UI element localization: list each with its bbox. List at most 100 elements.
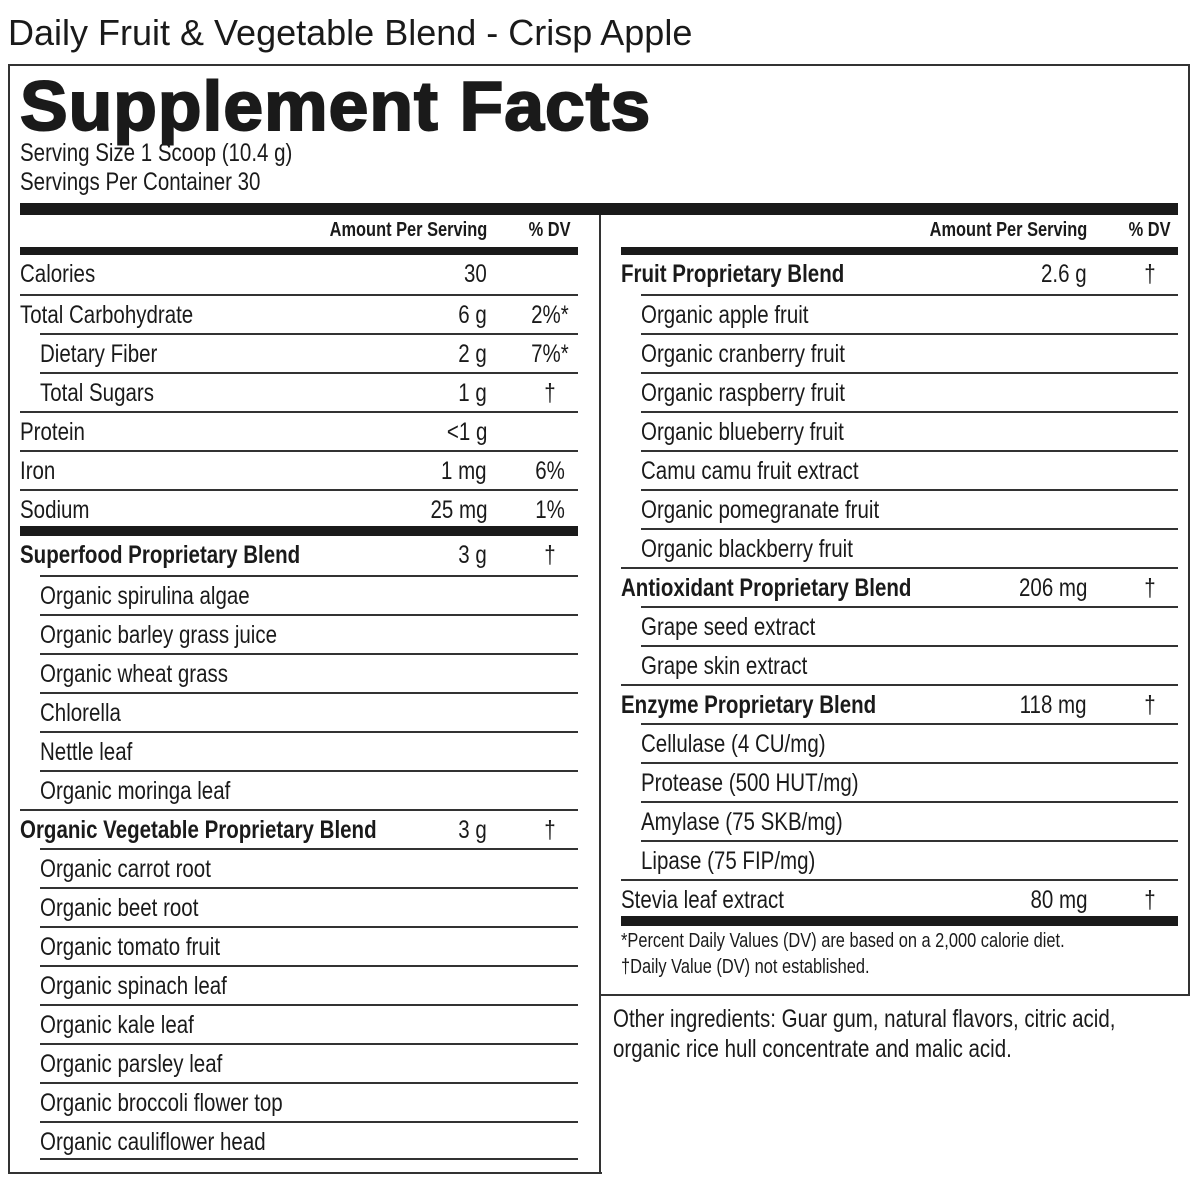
ingredient-name: Organic tomato fruit (40, 933, 221, 961)
fact-row: Organic spirulina algae (40, 575, 578, 614)
amount-value: 3 g (458, 541, 487, 569)
fact-row: Organic cranberry fruit (641, 333, 1178, 372)
dv-value: † (544, 379, 556, 407)
ingredient-name: Organic broccoli flower top (40, 1089, 283, 1117)
ingredient-name: Fruit Proprietary Blend (621, 260, 845, 288)
ingredient-name: Chlorella (40, 699, 121, 727)
fact-row: Nettle leaf (40, 731, 578, 770)
fact-row: Organic carrot root (40, 848, 578, 887)
ingredient-name: Enzyme Proprietary Blend (621, 691, 877, 719)
dv-value: † (544, 816, 556, 844)
column-header: Amount Per Serving % DV (20, 217, 578, 247)
ingredient-name: Organic blueberry fruit (641, 418, 844, 446)
label-border-left (8, 64, 10, 1174)
amount-value: 25 mg (430, 496, 487, 524)
ingredient-name: Organic apple fruit (641, 301, 809, 329)
fact-row: Camu camu fruit extract (641, 450, 1178, 489)
ingredient-name: Organic kale leaf (40, 1011, 194, 1039)
dv-header: % DV (1129, 219, 1171, 241)
ingredient-name: Protease (500 HUT/mg) (641, 769, 859, 797)
dv-value: † (1144, 260, 1156, 288)
amount-value: 118 mg (1020, 691, 1087, 719)
ingredient-name: Protein (20, 418, 85, 446)
amount-header: Amount Per Serving (329, 219, 487, 241)
ingredient-name: Organic moringa leaf (40, 777, 231, 805)
ingredient-name: Calories (20, 260, 96, 288)
fact-row: Antioxidant Proprietary Blend 206 mg † (621, 567, 1178, 606)
fact-row: Organic broccoli flower top (40, 1082, 578, 1121)
amount-value: 6 g (458, 301, 487, 329)
thick-divider (621, 247, 1178, 255)
amount-value: 30 (464, 260, 487, 288)
ingredient-name: Cellulase (4 CU/mg) (641, 730, 826, 758)
ingredient-name: Organic parsley leaf (40, 1050, 223, 1078)
dv-value: † (1144, 574, 1156, 602)
other-ingredients-line: Other ingredients: Guar gum, natural fla… (613, 1005, 1116, 1033)
thick-divider (621, 916, 1178, 926)
fact-row: Organic barley grass juice (40, 614, 578, 653)
fact-row: Organic spinach leaf (40, 965, 578, 1004)
serving-size: Serving Size 1 Scoop (10.4 g) (20, 139, 293, 167)
dv-value: 7%* (531, 340, 569, 368)
ingredient-name: Antioxidant Proprietary Blend (621, 574, 912, 602)
column-divider (599, 215, 601, 1174)
fact-row: Superfood Proprietary Blend 3 g † (20, 536, 578, 575)
ingredient-name: Dietary Fiber (40, 340, 158, 368)
right-section-border (599, 994, 1190, 996)
column-header: Amount Per Serving % DV (621, 217, 1178, 247)
fact-row: Total Carbohydrate 6 g 2%* (20, 294, 578, 333)
fact-row: Organic blackberry fruit (641, 528, 1178, 567)
fact-row: Grape skin extract (641, 645, 1178, 684)
ingredient-name: Grape skin extract (641, 652, 808, 680)
dv-value (522, 260, 578, 289)
dv-value: 6% (535, 457, 565, 485)
fact-row: Cellulase (4 CU/mg) (641, 723, 1178, 762)
ingredient-name: Nettle leaf (40, 738, 133, 766)
left-facts-column: Amount Per Serving % DV Calories 30 Total … (20, 217, 578, 1160)
ingredient-name: Organic Vegetable Proprietary Blend (20, 816, 377, 844)
fact-row: Organic blueberry fruit (641, 411, 1178, 450)
ingredient-name: Iron (20, 457, 56, 485)
ingredient-name: Amylase (75 SKB/mg) (641, 808, 843, 836)
label-border-bottom (8, 1172, 602, 1174)
fact-row: Organic pomegranate fruit (641, 489, 1178, 528)
fact-row: Organic beet root (40, 887, 578, 926)
dv-value: † (544, 541, 556, 569)
fact-row: Total Sugars 1 g † (40, 372, 578, 411)
other-ingredients-line: organic rice hull concentrate and malic … (613, 1035, 1012, 1063)
fact-row: Organic Vegetable Proprietary Blend 3 g † (20, 809, 578, 848)
ingredient-name: Organic pomegranate fruit (641, 496, 880, 524)
dv-value (522, 418, 578, 447)
fact-row: Lipase (75 FIP/mg) (641, 840, 1178, 879)
ingredient-name: Organic barley grass juice (40, 621, 277, 649)
dv-value: † (1144, 691, 1156, 719)
thick-divider (20, 526, 578, 536)
ingredient-name: Organic raspberry fruit (641, 379, 845, 407)
fact-row: Organic raspberry fruit (641, 372, 1178, 411)
ingredient-name: Organic blackberry fruit (641, 535, 853, 563)
dv-value: 2%* (531, 301, 569, 329)
fact-row: Organic cauliflower head (40, 1121, 578, 1160)
fact-row: Organic tomato fruit (40, 926, 578, 965)
fact-row: Organic kale leaf (40, 1004, 578, 1043)
ingredient-name: Sodium (20, 496, 90, 524)
ingredient-name: Stevia leaf extract (621, 886, 784, 914)
amount-header: Amount Per Serving (929, 219, 1087, 241)
thick-divider (20, 203, 1178, 215)
fact-row: Stevia leaf extract 80 mg † (621, 879, 1178, 918)
amount-value: 3 g (458, 816, 487, 844)
ingredient-name: Superfood Proprietary Blend (20, 541, 301, 569)
ingredient-name: Camu camu fruit extract (641, 457, 859, 485)
amount-value: <1 g (446, 418, 487, 446)
product-title: Daily Fruit & Vegetable Blend - Crisp Ap… (8, 12, 693, 53)
ingredient-name: Organic wheat grass (40, 660, 229, 688)
fact-row: Organic moringa leaf (40, 770, 578, 809)
servings-per-container: Servings Per Container 30 (20, 168, 261, 196)
amount-value: 2 g (458, 340, 487, 368)
fact-row: Grape seed extract (641, 606, 1178, 645)
fact-row: Protease (500 HUT/mg) (641, 762, 1178, 801)
label-border-right (1188, 64, 1190, 996)
fact-row: Iron 1 mg 6% (20, 450, 578, 489)
ingredient-name: Organic spirulina algae (40, 582, 250, 610)
amount-value: 2.6 g (1041, 260, 1087, 288)
